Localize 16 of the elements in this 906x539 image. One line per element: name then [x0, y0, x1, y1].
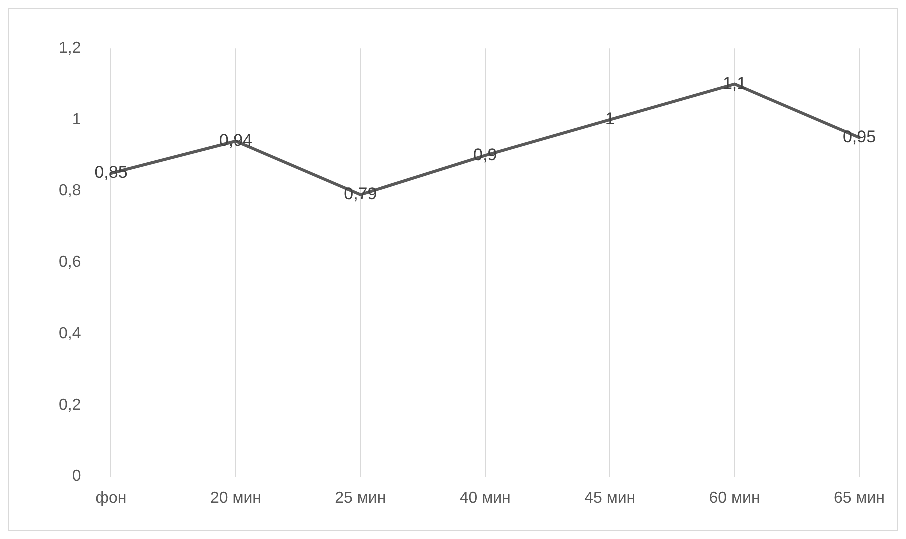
text: 0,95: [842, 127, 876, 146]
x-tick-label: 60 мин: [709, 490, 760, 507]
y-tick-label: 0,6: [58, 254, 82, 272]
x-tick-label: 25 мин: [335, 490, 386, 507]
text: 0,85: [94, 163, 128, 182]
y-tick-label: 0,8: [58, 182, 82, 200]
x-tick-label: 45 мин: [584, 490, 636, 507]
y-tick-label: 1: [72, 111, 82, 128]
x-tick-label: 65 мин: [834, 490, 885, 507]
y-tick-label: 0,4: [58, 325, 82, 342]
y-tick-label: 0,2: [58, 396, 82, 414]
x-tick-label: 40 мин: [460, 490, 511, 507]
x-tick-label: фон: [96, 490, 127, 507]
x-tick-label: 20 мин: [210, 490, 262, 507]
y-tick-label: 0: [72, 468, 82, 486]
y-tick-label: 1,2: [58, 40, 82, 58]
